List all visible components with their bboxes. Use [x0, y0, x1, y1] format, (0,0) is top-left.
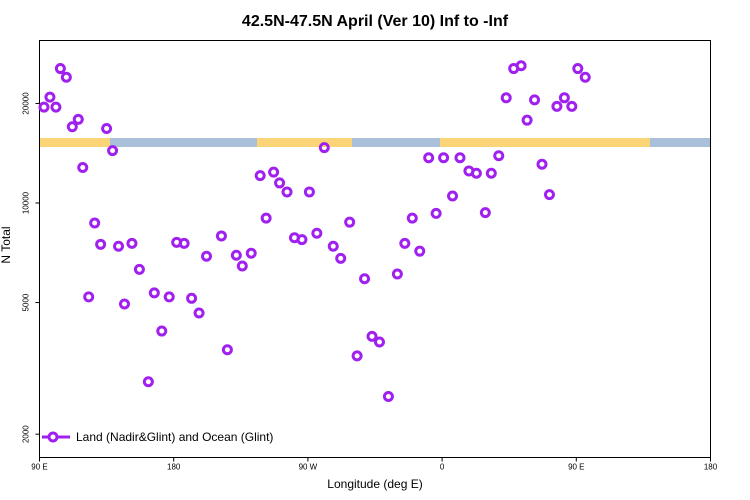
- data-point: [303, 186, 315, 198]
- data-point: [327, 240, 339, 252]
- data-point: [142, 376, 154, 388]
- plot-frame: [39, 40, 711, 458]
- data-point: [77, 162, 89, 174]
- data-point: [391, 268, 403, 280]
- data-point: [485, 167, 497, 179]
- data-point: [101, 122, 113, 134]
- x-tick-label: 90 E: [568, 463, 584, 472]
- data-point: [470, 167, 482, 179]
- data-point: [351, 350, 363, 362]
- data-point: [536, 158, 548, 170]
- data-point: [399, 237, 411, 249]
- data-point: [230, 249, 242, 261]
- data-point: [50, 101, 62, 113]
- data-point: [493, 150, 505, 162]
- data-point: [186, 292, 198, 304]
- data-point: [236, 260, 248, 272]
- data-point: [359, 273, 371, 285]
- data-point: [118, 298, 130, 310]
- band-ocean: [39, 138, 711, 147]
- legend-marker: [47, 431, 59, 443]
- data-point: [423, 152, 435, 164]
- chart-title: 42.5N-47.5N April (Ver 10) Inf to -Inf: [242, 13, 509, 30]
- data-point: [193, 307, 205, 319]
- data-point: [373, 336, 385, 348]
- data-point: [44, 91, 56, 103]
- data-point: [414, 245, 426, 257]
- data-point: [215, 230, 227, 242]
- data-point: [245, 247, 257, 259]
- data-point: [543, 189, 555, 201]
- data-points: [38, 60, 591, 402]
- data-point: [95, 238, 107, 250]
- data-point: [274, 177, 286, 189]
- data-point: [133, 263, 145, 275]
- data-point: [281, 186, 293, 198]
- data-point: [296, 234, 308, 246]
- legend: Land (Nadir&Glint) and Ocean (Glint): [42, 430, 273, 444]
- data-point: [438, 152, 450, 164]
- data-point: [163, 291, 175, 303]
- x-tick-label: 180: [167, 463, 181, 472]
- y-tick-label: 2000: [22, 425, 31, 443]
- data-point: [447, 190, 459, 202]
- x-tick-label: 180: [704, 463, 718, 472]
- surface-band: [39, 138, 711, 147]
- data-point: [72, 113, 84, 125]
- data-point: [107, 145, 119, 157]
- data-point: [83, 291, 95, 303]
- data-point: [521, 114, 533, 126]
- data-point: [178, 237, 190, 249]
- data-point: [126, 237, 138, 249]
- data-point: [311, 227, 323, 239]
- x-tick-label: 90 E: [31, 463, 47, 472]
- data-point: [572, 63, 584, 75]
- data-point: [60, 71, 72, 83]
- plot-area: [38, 40, 711, 458]
- data-point: [221, 344, 233, 356]
- data-point: [254, 170, 266, 182]
- data-point: [515, 60, 527, 72]
- data-point: [430, 207, 442, 219]
- data-point: [113, 240, 125, 252]
- data-point: [366, 330, 378, 342]
- data-point: [260, 212, 272, 224]
- data-point: [38, 101, 50, 113]
- data-point: [156, 325, 168, 337]
- legend-label: Land (Nadir&Glint) and Ocean (Glint): [76, 430, 273, 444]
- y-tick-label: 20000: [22, 92, 31, 115]
- data-point: [558, 92, 570, 104]
- data-point: [344, 216, 356, 228]
- band-land-segment: [520, 138, 650, 147]
- data-point: [500, 92, 512, 104]
- x-axis-label: Longitude (deg E): [327, 477, 422, 491]
- band-land-segment: [39, 138, 110, 147]
- band-land-segment: [440, 138, 520, 147]
- y-tick-label: 10000: [22, 191, 31, 214]
- data-point: [382, 390, 394, 402]
- data-point: [148, 287, 160, 299]
- x-tick-label: 90 W: [299, 463, 318, 472]
- data-point: [406, 212, 418, 224]
- data-point: [66, 121, 78, 133]
- x-tick-label: 0: [440, 463, 445, 472]
- data-point: [201, 250, 213, 262]
- y-axis: 2000 5000 10000 20000: [22, 92, 40, 443]
- data-point: [454, 152, 466, 164]
- data-point: [479, 207, 491, 219]
- data-point: [579, 71, 591, 83]
- x-axis: 90 E 180 90 W 0 90 E 180: [31, 457, 718, 472]
- data-point: [318, 142, 330, 154]
- data-point: [529, 94, 541, 106]
- data-point: [89, 217, 101, 229]
- data-point: [551, 100, 563, 112]
- band-land-segment: [257, 138, 352, 147]
- data-point: [54, 63, 66, 75]
- y-axis-label: N Total: [0, 226, 13, 263]
- y-tick-label: 5000: [22, 293, 31, 311]
- data-point: [566, 100, 578, 112]
- data-point: [268, 166, 280, 178]
- data-point: [335, 252, 347, 264]
